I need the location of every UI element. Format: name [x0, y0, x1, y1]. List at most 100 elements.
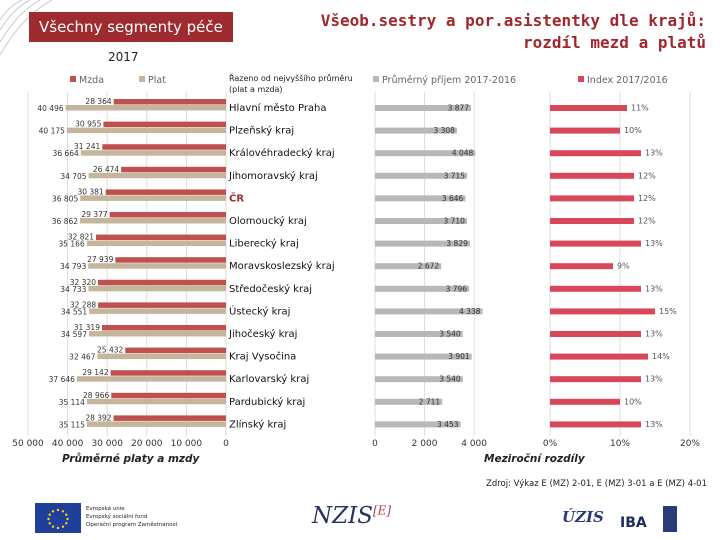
legend-swatch-plat	[139, 76, 145, 82]
label-mzda: 27 939	[87, 255, 113, 264]
bar-mzda	[105, 189, 226, 195]
nzis-sup: [E]	[372, 503, 392, 518]
bar-prijem	[375, 398, 443, 405]
region-label: Olomoucký kraj	[229, 215, 307, 227]
bar-prijem	[375, 331, 463, 337]
nzis-text: NZIS	[312, 503, 373, 529]
caption-left: Průměrné platy a mzdy	[62, 453, 200, 465]
bar-index	[550, 150, 641, 157]
bar-prijem	[375, 127, 457, 134]
label-prijem: 3 646	[442, 194, 464, 203]
bar-prijem	[375, 150, 476, 157]
mid-tick-label: 2 000	[412, 439, 438, 449]
label-mzda: 28 966	[83, 391, 109, 400]
left-tick-label: 20 000	[131, 439, 163, 449]
region-label: ČR	[229, 191, 244, 204]
eu-line-1: Evropská unie	[86, 506, 125, 512]
legend-label-index: Index 2017/2016	[587, 75, 668, 86]
iba-logo: IBA	[620, 515, 647, 531]
bar-plat	[86, 240, 226, 247]
label-prijem: 3 540	[439, 375, 461, 384]
label-mzda: 29 377	[81, 210, 107, 219]
region-label: Jihočeský kraj	[228, 328, 297, 340]
legend-swatch-index	[578, 76, 584, 82]
legend-swatch-prijem	[373, 76, 379, 82]
label-prijem: 3 829	[446, 239, 468, 248]
eu-line-3: Operační program Zaměstnanost	[86, 522, 178, 528]
label-prijem: 2 711	[419, 397, 441, 406]
bar-plat	[80, 150, 226, 156]
university-logo-icon	[663, 506, 677, 532]
bar-prijem	[375, 195, 466, 202]
label-mzda: 28 364	[85, 97, 111, 106]
left-tick-label: 30 000	[91, 439, 123, 449]
legend-label-mzda: Mzda	[79, 75, 104, 86]
bar-mzda	[125, 347, 226, 354]
bar-plat	[86, 421, 226, 427]
label-index: 13%	[645, 149, 663, 158]
bar-plat	[97, 353, 226, 360]
label-prijem: 3 901	[448, 352, 470, 361]
label-prijem: 3 308	[433, 126, 455, 135]
bar-mzda	[109, 212, 226, 218]
bar-plat	[86, 398, 226, 405]
bar-mzda	[110, 370, 226, 376]
segment-badge: Všechny segmenty péče	[29, 12, 233, 42]
bar-mzda	[101, 325, 226, 331]
bar-mzda	[98, 302, 226, 308]
legend-label-plat: Plat	[148, 75, 166, 86]
left-tick-label: 50 000	[12, 439, 44, 449]
eu-text: Evropská unie Evropský sociální fond Ope…	[86, 505, 196, 529]
bar-prijem	[375, 421, 461, 428]
bar-plat	[89, 308, 226, 314]
bar-index	[550, 195, 634, 202]
label-prijem: 3 715	[444, 171, 466, 180]
title-line-2: rozdíl mezd a platů	[522, 33, 706, 52]
label-mzda: 30 955	[75, 120, 101, 129]
bar-prijem	[375, 376, 463, 383]
label-prijem: 3 796	[446, 284, 468, 293]
label-index: 12%	[638, 171, 656, 180]
label-plat: 36 664	[53, 149, 79, 158]
year-label: 2017	[108, 50, 139, 64]
bar-prijem	[375, 308, 483, 315]
bar-mzda	[121, 166, 226, 173]
label-plat: 36 805	[52, 194, 78, 203]
label-mzda: 32 320	[70, 278, 96, 287]
left-tick-label: 10 000	[171, 439, 203, 449]
bar-plat	[88, 285, 226, 292]
region-label: Hlavní město Praha	[229, 102, 327, 114]
bar-plat	[76, 376, 226, 382]
right-tick-label: 0%	[543, 439, 558, 449]
region-label: Ústecký kraj	[229, 304, 290, 317]
bar-mzda	[96, 234, 226, 241]
region-label: Karlovarský kraj	[229, 373, 309, 385]
bar-index	[550, 308, 655, 315]
bar-prijem	[375, 263, 442, 270]
page-title: Všeob.sestry a por.asistentky dle krajů:…	[316, 10, 706, 54]
label-plat: 35 166	[58, 240, 84, 249]
bar-index	[550, 353, 648, 360]
region-label: Liberecký kraj	[229, 238, 299, 250]
bar-index	[550, 172, 634, 179]
bar-prijem	[375, 240, 470, 247]
left-tick-label: 40 000	[52, 439, 84, 449]
bar-plat	[88, 172, 226, 179]
region-label: Pardubický kraj	[229, 396, 305, 408]
label-prijem: 4 338	[459, 307, 481, 316]
title-line-1: Všeob.sestry a por.asistentky dle krajů:	[320, 11, 706, 30]
region-label: Zlínský kraj	[229, 418, 286, 430]
label-plat: 34 733	[60, 285, 86, 294]
bar-mzda	[115, 257, 226, 263]
legend-swatch-mzda	[70, 76, 76, 82]
label-index: 13%	[645, 239, 663, 248]
label-plat: 34 597	[61, 330, 87, 339]
bar-mzda	[113, 99, 226, 105]
legend-label-prijem: Průměrný příjem 2017-2016	[382, 75, 516, 86]
bar-index	[550, 398, 620, 405]
label-plat: 40 496	[37, 104, 63, 113]
bar-index	[550, 105, 627, 111]
region-label: Kraj Vysočina	[229, 351, 296, 363]
eu-line-2: Evropský sociální fond	[86, 514, 148, 520]
mid-tick-label: 0	[372, 439, 378, 449]
